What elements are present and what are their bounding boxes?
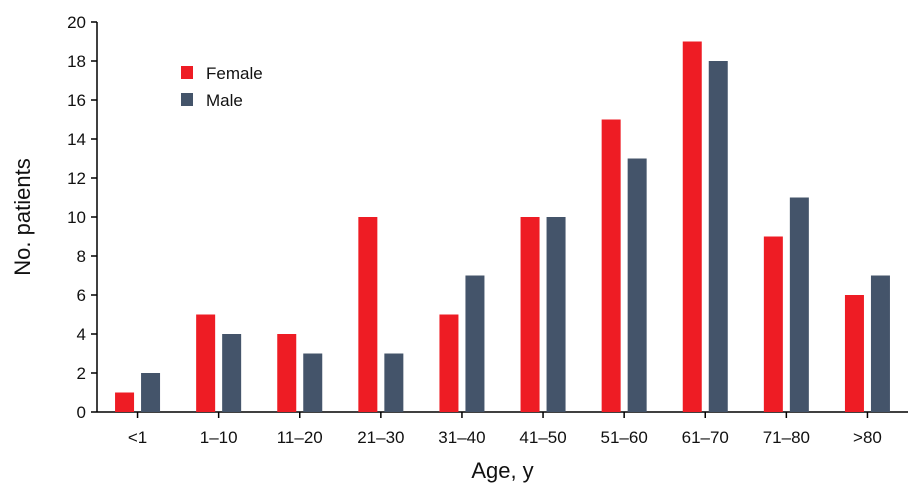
bar-male-3 <box>303 353 323 412</box>
x-tick-label: 1–10 <box>200 428 238 447</box>
y-axis-title: No. patients <box>10 158 35 275</box>
x-tick-label: 21–30 <box>357 428 404 447</box>
bar-male-7 <box>627 158 647 412</box>
y-tick-label: 4 <box>77 325 86 344</box>
bar-male-5 <box>465 275 485 412</box>
y-tick-label: 14 <box>67 130 86 149</box>
bar-female-1 <box>115 392 135 412</box>
bar-male-1 <box>141 373 161 412</box>
x-tick-label: 31–40 <box>438 428 485 447</box>
bar-female-10 <box>844 295 864 412</box>
x-tick-label: 51–60 <box>601 428 648 447</box>
x-tick-label: 11–20 <box>277 428 323 447</box>
bar-female-5 <box>439 314 459 412</box>
y-tick-label: 2 <box>77 364 86 383</box>
bar-female-2 <box>196 314 216 412</box>
bar-male-10 <box>870 275 890 412</box>
legend-swatch-female <box>181 66 193 79</box>
axes: 0 2 4 6 8 10 12 14 16 18 20 <1 1–10 11–20 21–30 31–40 41… <box>67 13 908 447</box>
bar-male-4 <box>384 353 404 412</box>
x-tick-label: 71–80 <box>763 428 810 447</box>
y-tick-label: 20 <box>67 13 86 32</box>
legend-swatch-male <box>181 93 193 106</box>
bar-female-9 <box>763 236 783 412</box>
y-tick-label: 16 <box>67 91 86 110</box>
y-tick-label: 10 <box>67 208 86 227</box>
bar-male-8 <box>708 61 728 412</box>
x-tick-label: 41–50 <box>519 428 566 447</box>
bar-female-8 <box>682 41 702 412</box>
y-tick-label: 6 <box>77 286 86 305</box>
y-tick-label: 12 <box>67 169 86 188</box>
bar-male-2 <box>222 334 242 412</box>
legend-label-female: Female <box>206 64 263 83</box>
y-tick-label: 18 <box>67 52 86 71</box>
bar-female-6 <box>520 217 540 412</box>
y-tick-label: 8 <box>77 247 86 266</box>
bar-female-7 <box>601 119 621 412</box>
y-tick-label: 0 <box>77 403 86 422</box>
legend: Female Male <box>181 64 263 110</box>
x-tick-label: 61–70 <box>682 428 729 447</box>
x-tick-label: >80 <box>853 428 882 447</box>
bar-male-6 <box>546 217 566 412</box>
bars <box>115 41 890 412</box>
bar-female-4 <box>358 217 378 412</box>
x-axis-title: Age, y <box>471 458 533 483</box>
legend-label-male: Male <box>206 91 243 110</box>
x-tick-label: <1 <box>128 428 147 447</box>
bar-female-3 <box>277 334 297 412</box>
bar-male-9 <box>789 197 809 412</box>
